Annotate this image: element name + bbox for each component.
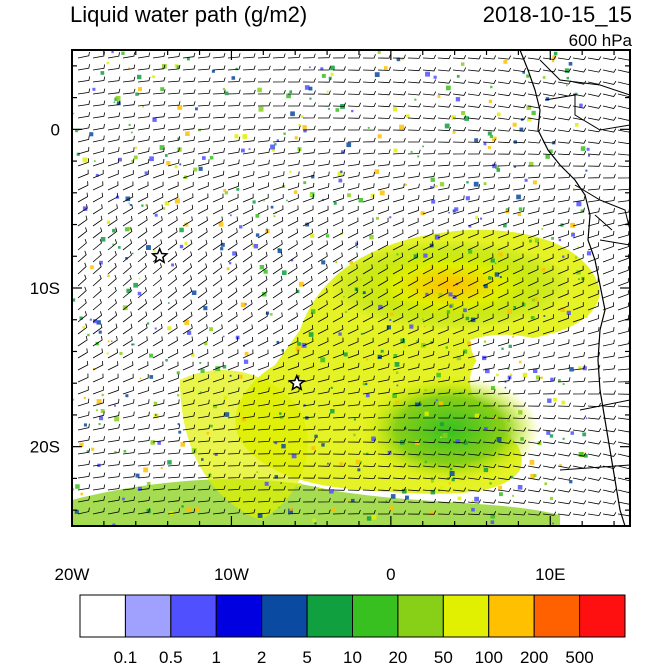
x-tick-label: 0 xyxy=(386,565,395,584)
country-borders xyxy=(539,59,630,471)
colorbar-label: 10 xyxy=(343,648,362,667)
y-tick-label: 0 xyxy=(51,120,60,139)
colorbar-box xyxy=(261,594,308,638)
cloud-speckle-layer xyxy=(72,50,592,526)
y-tick-label: 10S xyxy=(30,279,60,298)
colorbar-label: 200 xyxy=(520,648,548,667)
colorbar-box xyxy=(170,594,217,638)
colorbar-label: 5 xyxy=(302,648,311,667)
cloud-band-southwest xyxy=(180,370,308,520)
colorbar-label: 1 xyxy=(212,648,221,667)
colorbar-box xyxy=(442,594,490,638)
colorbar-labels: 0.1 0.5 1 2 5 10 20 50 100 200 500 xyxy=(114,648,594,667)
colorbar-label: 20 xyxy=(388,648,407,667)
colorbar-box xyxy=(579,594,626,638)
cloud-clear-pocket xyxy=(470,334,560,384)
colorbar-box xyxy=(488,594,535,638)
colorbar-label: 100 xyxy=(475,648,503,667)
map-plot-area xyxy=(72,50,630,526)
axis-ticks xyxy=(71,50,630,526)
cloud-core-region xyxy=(330,240,570,330)
colorbar-box xyxy=(306,594,354,638)
y-tick-label: 20S xyxy=(30,438,60,457)
x-tick-label: 10E xyxy=(535,565,565,584)
x-tick-label: 20W xyxy=(55,565,90,584)
marker-layer xyxy=(150,246,306,391)
wind-barbs xyxy=(77,51,630,517)
colorbar xyxy=(79,594,626,638)
colorbar-box xyxy=(352,594,399,638)
pressure-level: 600 hPa xyxy=(568,31,632,50)
colorbar-box xyxy=(215,594,263,638)
map-datetime: 2018-10-15_15 xyxy=(482,2,632,27)
x-axis-labels: 20W 10W 0 10E xyxy=(55,565,566,584)
colorbar-label: 50 xyxy=(434,648,453,667)
colorbar-label: 0.1 xyxy=(114,648,138,667)
colorbar-box xyxy=(397,594,444,638)
colorbar-label: 500 xyxy=(565,648,593,667)
star-marker xyxy=(150,246,169,264)
colorbar-label: 2 xyxy=(257,648,266,667)
colorbar-box xyxy=(79,594,126,638)
coastline xyxy=(519,50,626,526)
star-marker xyxy=(287,373,306,391)
colorbar-box xyxy=(533,594,581,638)
x-tick-label: 10W xyxy=(214,565,249,584)
colorbar-label: 0.5 xyxy=(159,648,183,667)
y-axis-labels: 0 10S 20S xyxy=(30,120,60,456)
map-title: Liquid water path (g/m2) xyxy=(70,2,308,27)
colorbar-box xyxy=(124,594,172,638)
